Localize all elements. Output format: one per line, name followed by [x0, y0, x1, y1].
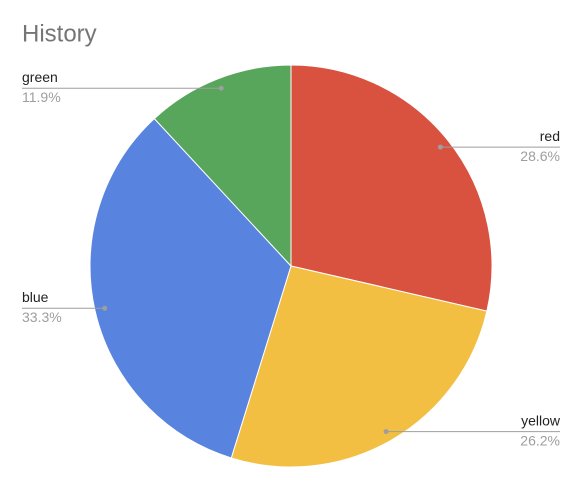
slice-percent: 28.6%: [520, 148, 560, 164]
pie-slice: [290, 64, 493, 312]
leader-dot: [102, 305, 108, 311]
slice-name: red: [540, 128, 560, 144]
slice-name: green: [22, 69, 58, 85]
pie-slice: [153, 64, 292, 268]
slice-percent: 26.2%: [520, 432, 560, 448]
slice-percent: 33.3%: [22, 309, 62, 325]
pie-slice: [230, 265, 488, 468]
leader-dot: [437, 144, 443, 150]
pie-slice: [89, 117, 292, 459]
leader-dot: [383, 429, 389, 435]
leader-dot: [218, 85, 224, 91]
slice-percent: 11.9%: [22, 89, 61, 105]
slice-name: yellow: [521, 412, 561, 428]
chart-title: History: [22, 20, 97, 47]
slice-name: blue: [22, 289, 49, 305]
